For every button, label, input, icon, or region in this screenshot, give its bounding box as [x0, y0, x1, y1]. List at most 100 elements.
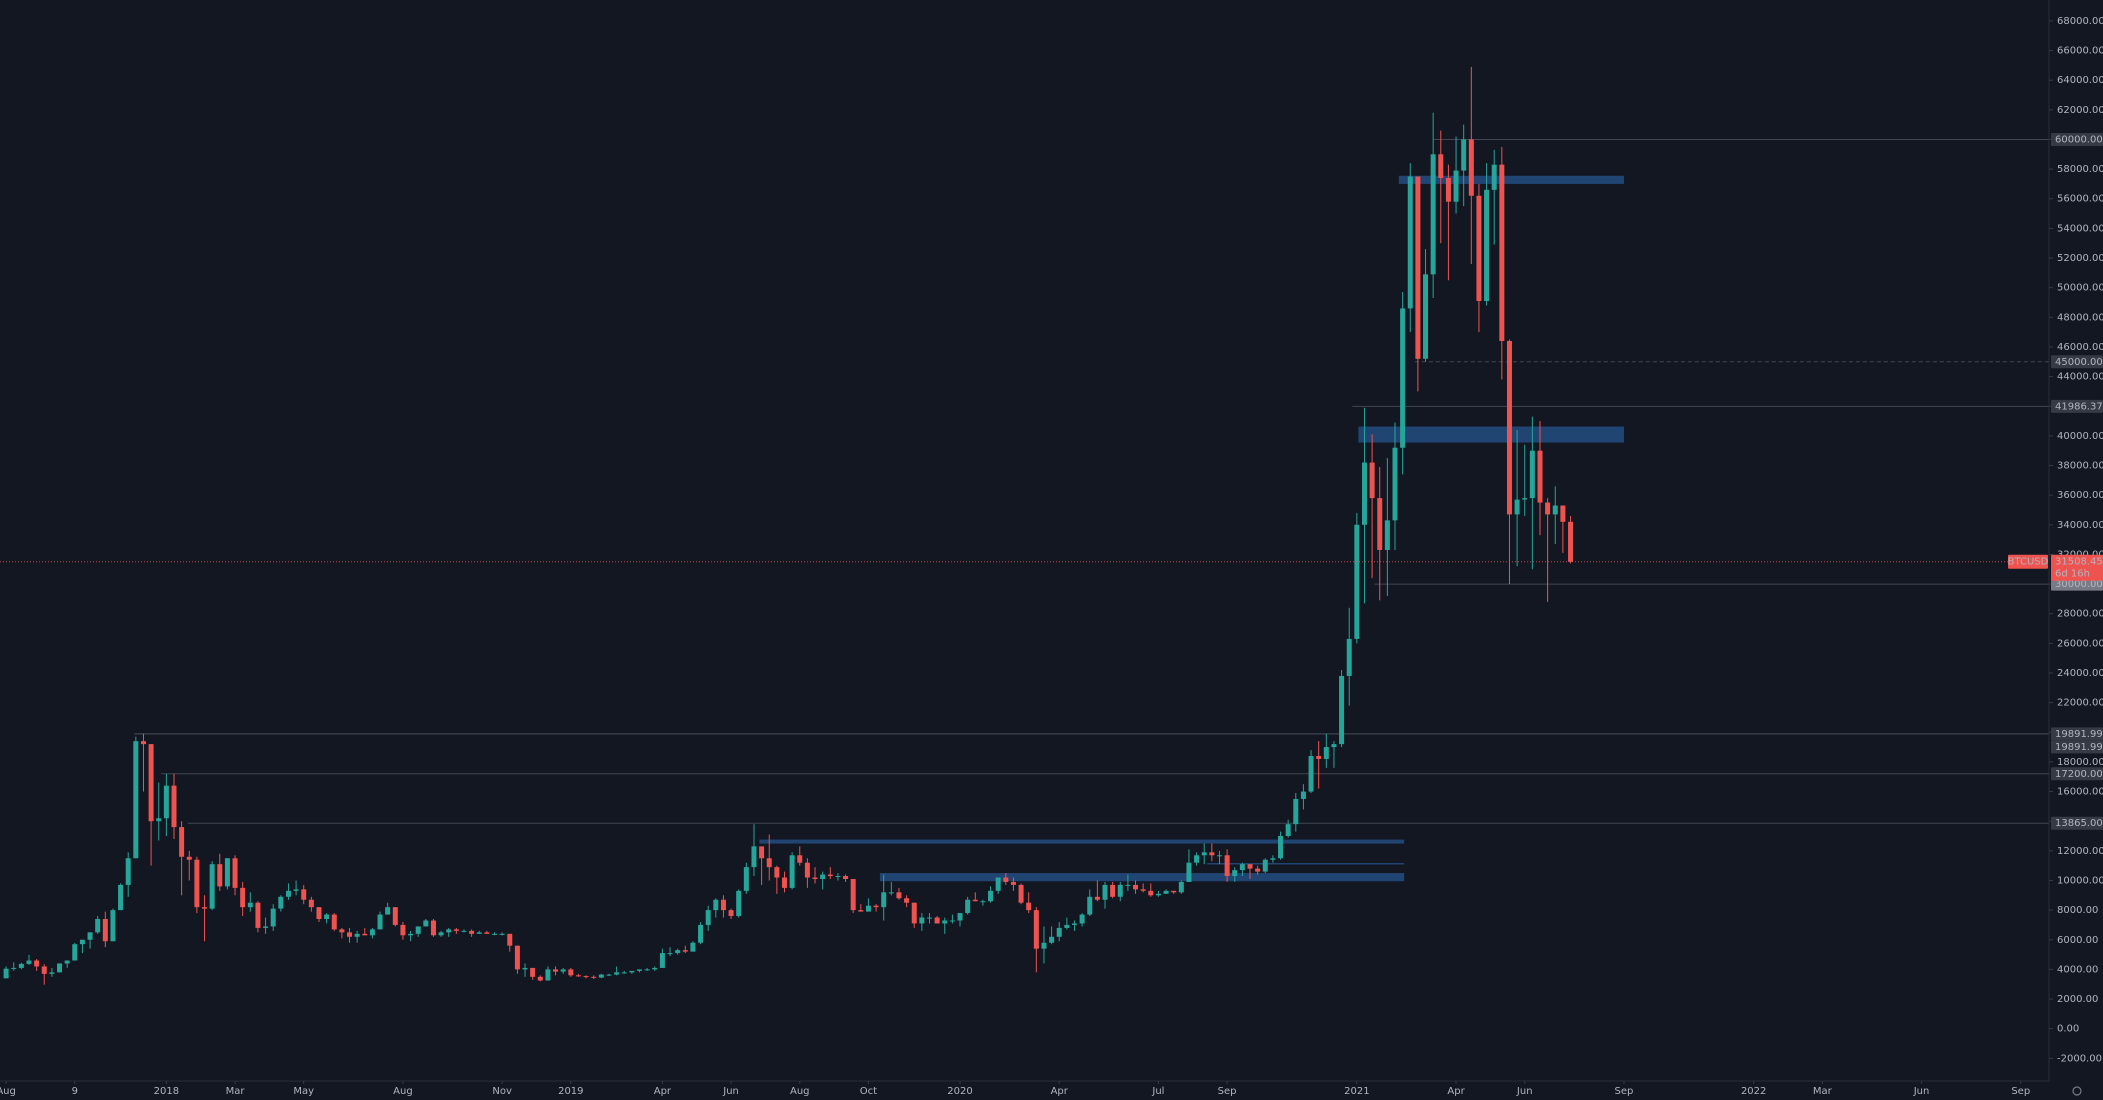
candle-body [766, 858, 772, 868]
candle-body [469, 930, 475, 934]
candle-body [560, 969, 566, 972]
candle-body [942, 920, 948, 924]
candles [3, 66, 1574, 985]
candle-body [415, 926, 421, 934]
y-tick-label: 6000.00 [2057, 935, 2098, 946]
candle-body [87, 932, 93, 940]
y-tick-label: 0.00 [2057, 1024, 2079, 1035]
candle-body [1125, 884, 1131, 886]
candle-body [881, 892, 887, 908]
x-tick-label: 2021 [1344, 1086, 1369, 1097]
candle-body [1568, 521, 1574, 562]
candle-body [1033, 910, 1039, 949]
candle-body [911, 902, 917, 924]
candle-body [1506, 341, 1512, 515]
candle-body [919, 917, 925, 924]
candle-body [1308, 755, 1314, 792]
candle-body [385, 907, 391, 915]
candle-body [682, 950, 688, 952]
candle-body [1178, 881, 1184, 893]
y-tick-label: 2000.00 [2057, 994, 2098, 1005]
candle-body [659, 953, 665, 968]
candle-body [171, 785, 177, 828]
y-tick-label: 44000.00 [2057, 372, 2103, 383]
x-tick-label: 2020 [947, 1086, 972, 1097]
level-label-box [2051, 727, 2103, 741]
candle-body [1026, 902, 1032, 911]
x-tick-label: Jun [1913, 1086, 1930, 1097]
level-label: 45000.00 [2055, 357, 2103, 368]
candle-body [965, 899, 971, 914]
candle-body [1194, 855, 1200, 863]
candle-body [118, 884, 124, 911]
candle-body [423, 920, 429, 927]
candle-body [1514, 499, 1520, 515]
candle-body [140, 741, 146, 745]
candle-body [1133, 884, 1139, 890]
candle-body [1384, 520, 1390, 550]
candle-body [1163, 890, 1169, 894]
candle-body [873, 905, 879, 908]
candle-body [1552, 505, 1558, 515]
candle-body [1155, 893, 1161, 896]
candle-body [293, 889, 299, 891]
candle-body [820, 874, 826, 879]
last-price-box [2051, 554, 2103, 581]
candle-body [675, 950, 681, 954]
y-tick-label: 4000.00 [2057, 964, 2098, 975]
level-label: 60000.00 [2055, 134, 2103, 145]
candle-body [713, 899, 719, 911]
candle-body [1537, 450, 1543, 503]
candle-body [64, 960, 70, 964]
candle-body [1377, 498, 1383, 550]
candle-body [1041, 942, 1047, 949]
candle-body [690, 942, 696, 952]
candle-body [545, 969, 551, 981]
y-tick-label: 54000.00 [2057, 223, 2103, 234]
candle-body [438, 932, 444, 936]
candle-body [1232, 870, 1238, 877]
candle-body [1278, 836, 1284, 859]
y-tick-label: 38000.00 [2057, 461, 2103, 472]
candle-body [484, 932, 490, 934]
candle-body [896, 892, 902, 899]
candle-body [209, 864, 215, 909]
candle-body [1484, 189, 1490, 302]
y-tick-label: 8000.00 [2057, 905, 2098, 916]
levels [134, 138, 2049, 824]
y-tick-label: 58000.00 [2057, 164, 2103, 175]
candle-body [1148, 890, 1154, 896]
candle-body [278, 896, 284, 909]
candle-body [1392, 447, 1398, 521]
x-tick-label: 2019 [558, 1086, 583, 1097]
candle-body [705, 910, 711, 925]
candle-body [1423, 274, 1429, 359]
candle-body [1316, 755, 1322, 759]
candle-body [1140, 889, 1146, 891]
candle-body [362, 933, 368, 936]
level-label-box [2051, 355, 2103, 369]
candle-body [453, 929, 459, 931]
candle-body [827, 874, 833, 877]
x-tick-label: Nov [492, 1086, 512, 1097]
candle-body [728, 910, 734, 917]
candle-body [995, 877, 1001, 891]
level-label: 41986.37 [2055, 401, 2103, 412]
candle-body [1003, 877, 1009, 882]
candle-body [324, 914, 330, 920]
candle-body [804, 862, 810, 878]
candle-body [347, 932, 353, 937]
candle-body [1094, 896, 1100, 900]
candle-body [1415, 176, 1421, 359]
candle-body [698, 924, 704, 943]
candle-body [1491, 164, 1497, 190]
level-label: 19891.99 [2055, 729, 2103, 740]
candle-body [843, 876, 849, 879]
candle-body [18, 963, 24, 968]
settings-icon[interactable] [2072, 1086, 2082, 1096]
candle-body [148, 744, 154, 822]
candle-body [530, 967, 536, 977]
candle-body [522, 967, 528, 970]
candle-body [1529, 450, 1535, 499]
